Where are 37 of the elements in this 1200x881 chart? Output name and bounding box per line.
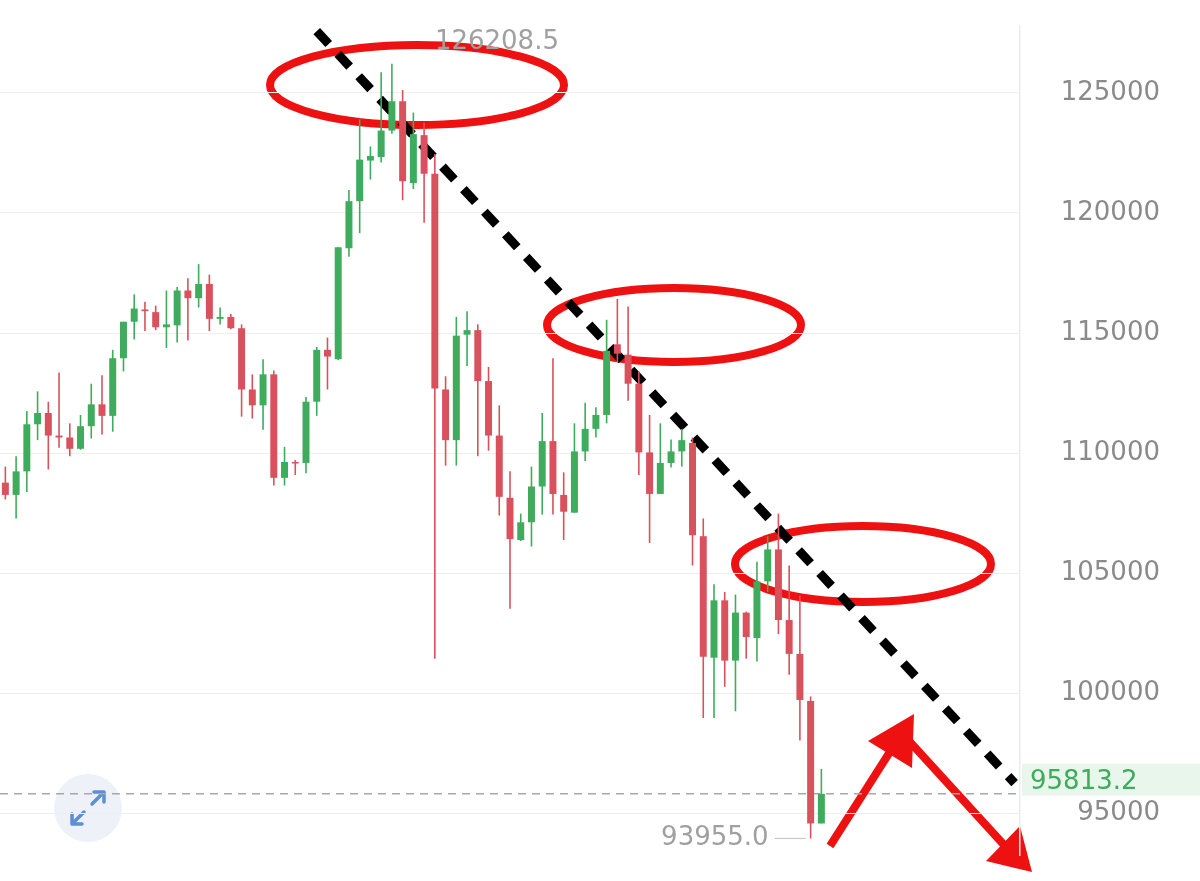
ref-line-label: 95813.2 — [1030, 764, 1138, 795]
candlestick — [667, 438, 675, 469]
y-tick-label: 100000 — [1060, 676, 1160, 707]
candlestick — [195, 263, 203, 309]
y-tick-label: 105000 — [1060, 555, 1160, 586]
y-tick-label: 95000 — [1077, 796, 1160, 827]
annotation: 93955.0 — [661, 821, 769, 852]
candlestick — [162, 289, 170, 349]
candlestick — [77, 414, 85, 451]
candlestick — [592, 406, 600, 439]
candlestick — [12, 455, 20, 520]
candlestick — [366, 145, 374, 181]
candlestick — [560, 471, 568, 541]
y-tick-label: 120000 — [1060, 195, 1160, 226]
y-tick-label: 125000 — [1060, 75, 1160, 106]
candlestick — [130, 293, 138, 341]
candlestick — [66, 422, 74, 458]
y-tick-label: 110000 — [1060, 435, 1160, 466]
candlestick — [216, 306, 224, 326]
candlestick — [581, 401, 589, 462]
y-tick-label: 115000 — [1060, 315, 1160, 346]
candlestick — [184, 277, 192, 342]
candlestick — [517, 512, 525, 542]
annotation: 126208.5 — [434, 24, 559, 55]
candlestick — [44, 400, 52, 471]
candlestick — [463, 310, 471, 367]
candlestick — [248, 373, 256, 420]
candlestick — [323, 336, 331, 391]
candlestick — [613, 298, 621, 363]
candlestick — [34, 390, 42, 441]
candlestick — [152, 304, 160, 331]
candlestick — [87, 382, 95, 440]
candlestick — [678, 428, 686, 468]
candlestick — [281, 446, 289, 487]
candlestick — [141, 301, 149, 332]
candlestick — [98, 374, 106, 436]
candlestick — [1, 465, 9, 501]
